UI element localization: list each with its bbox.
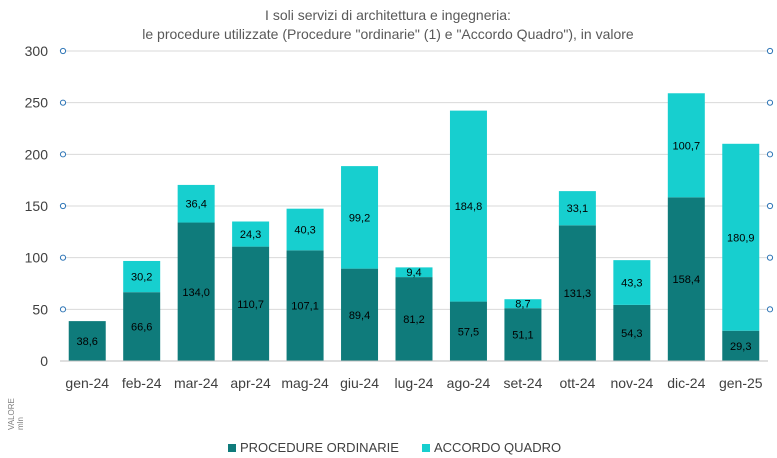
- bar-segment-ordinarie: [286, 250, 324, 361]
- axis-marker: [766, 254, 774, 261]
- data-label: 24,3: [240, 229, 261, 241]
- data-label: 100,7: [673, 140, 701, 152]
- bar-segment-accordo: [177, 184, 215, 223]
- axis-marker: [59, 151, 67, 158]
- bar-segment-ordinarie: [123, 292, 161, 361]
- data-label: 180,9: [727, 232, 755, 244]
- data-label: 33,1: [567, 203, 588, 215]
- bar-segment-ordinarie: [177, 222, 215, 361]
- data-label: 38,6: [77, 336, 98, 348]
- axis-marker: [59, 99, 67, 106]
- axis-marker: [766, 151, 774, 158]
- svg-text:mln: mln: [16, 417, 25, 430]
- bar-segment-accordo: [395, 267, 433, 278]
- x-tick-label: gen-24: [65, 375, 109, 391]
- axis-marker: [766, 202, 774, 210]
- x-tick-label: mag-24: [281, 375, 329, 391]
- x-tick-label: nov-24: [610, 375, 653, 391]
- data-label: 57,5: [458, 326, 479, 338]
- data-label: 9,4: [406, 267, 421, 279]
- bars: [68, 93, 760, 361]
- bar-segment-accordo: [449, 110, 487, 302]
- x-tick-label: giu-24: [340, 375, 379, 391]
- bar-segment-accordo: [504, 299, 542, 309]
- data-label: 99,2: [349, 212, 370, 224]
- x-tick-label: set-24: [503, 375, 542, 391]
- bar-segment-accordo: [123, 260, 161, 293]
- data-label: 36,4: [185, 199, 206, 211]
- data-label: 30,2: [131, 272, 152, 284]
- legend: PROCEDURE ORDINARIE ACCORDO QUADRO: [228, 440, 561, 455]
- bar-segment-ordinarie: [722, 330, 760, 361]
- bar-segment-accordo: [286, 208, 324, 251]
- bar-segment-ordinarie: [232, 246, 270, 361]
- y-tick-label: 100: [25, 250, 49, 266]
- bar-segment-ordinarie: [558, 225, 596, 361]
- data-label: 110,7: [237, 299, 264, 311]
- data-label: 8,7: [515, 299, 530, 311]
- x-tick-label: dic-24: [667, 375, 705, 391]
- bar-segment-ordinarie: [449, 301, 487, 361]
- data-label: 131,3: [564, 288, 592, 300]
- bar-segment-accordo: [667, 93, 705, 198]
- chart-title-line-2: le procedure utilizzate (Procedure "ordi…: [142, 26, 634, 42]
- x-tick-label: lug-24: [395, 375, 434, 391]
- x-tick-label: apr-24: [230, 375, 271, 391]
- x-axis-ticks: gen-24 feb-24 mar-24 apr-24 mag-24 giu-24 lug-…: [65, 375, 762, 391]
- data-label: 158,4: [673, 274, 701, 286]
- y-tick-label: 150: [25, 198, 49, 214]
- data-label: 66,6: [131, 322, 152, 334]
- data-label: 40,3: [294, 225, 315, 237]
- y-axis-ticks: 0 50 100 150 200 250 300: [25, 43, 49, 369]
- data-label: 51,1: [512, 330, 533, 342]
- bar-segment-ordinarie: [504, 308, 542, 361]
- axis-marker: [59, 47, 67, 55]
- legend-label-accordo: ACCORDO QUADRO: [434, 440, 561, 455]
- bar-segment-accordo: [558, 191, 596, 226]
- bar-segment-ordinarie: [613, 304, 651, 361]
- axis-marker: [59, 254, 67, 261]
- bar-segment-ordinarie: [395, 277, 433, 361]
- svg-text:VALORE: VALORE: [7, 398, 16, 430]
- data-labels: 38,6 66,6 30,2 134,0 36,4 110,7 24,3 107,1 40,3 8…: [77, 140, 755, 353]
- axis-marker: [766, 306, 774, 313]
- x-tick-label: ago-24: [447, 375, 491, 391]
- legend-swatch-ordinarie: [228, 444, 236, 452]
- secondary-axis-markers: [59, 47, 774, 313]
- bar-segment-accordo: [722, 143, 760, 331]
- data-label: 29,3: [730, 341, 751, 353]
- bar-segment-ordinarie: [68, 321, 106, 361]
- x-tick-label: gen-25: [719, 375, 763, 391]
- y-tick-label: 300: [25, 43, 49, 59]
- y-axis-label: VALORE mln: [7, 398, 25, 430]
- axis-marker: [766, 99, 774, 106]
- bar-segment-accordo: [613, 260, 651, 305]
- chart-title-line-1: I soli servizi di architettura e ingegne…: [265, 7, 511, 23]
- x-tick-label: mar-24: [174, 375, 219, 391]
- bar-segment-ordinarie: [341, 268, 379, 361]
- y-tick-label: 0: [40, 353, 48, 369]
- axis-marker: [59, 306, 67, 313]
- data-label: 184,8: [455, 201, 483, 213]
- bar-segment-accordo: [232, 221, 270, 247]
- y-tick-label: 250: [25, 95, 49, 111]
- axis-marker: [766, 47, 774, 55]
- legend-swatch-accordo: [422, 444, 430, 452]
- data-label: 107,1: [291, 301, 319, 313]
- legend-label-ordinarie: PROCEDURE ORDINARIE: [240, 440, 399, 455]
- bar-segment-accordo: [341, 166, 379, 269]
- x-tick-label: ott-24: [559, 375, 595, 391]
- y-tick-label: 200: [25, 146, 49, 162]
- y-tick-label: 50: [32, 301, 48, 317]
- data-label: 134,0: [182, 287, 210, 299]
- x-tick-label: feb-24: [122, 375, 162, 391]
- data-label: 89,4: [349, 310, 370, 322]
- data-label: 81,2: [403, 314, 424, 326]
- data-label: 54,3: [621, 328, 642, 340]
- data-label: 43,3: [621, 278, 642, 290]
- axis-marker: [59, 202, 67, 210]
- bar-segment-ordinarie: [667, 197, 705, 361]
